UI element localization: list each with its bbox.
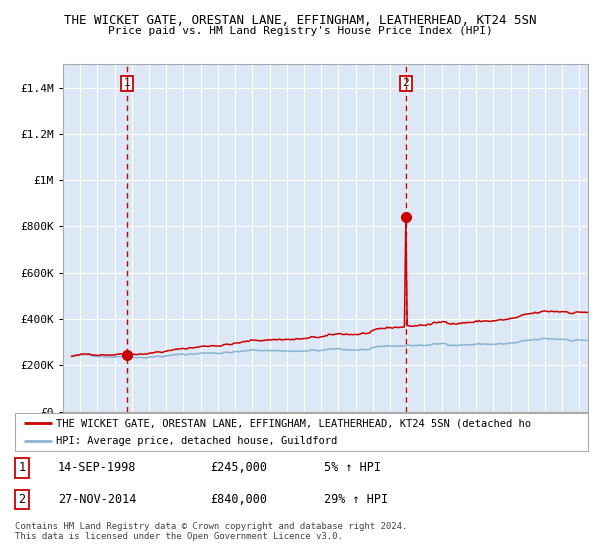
Text: 29% ↑ HPI: 29% ↑ HPI <box>325 493 389 506</box>
Text: £840,000: £840,000 <box>210 493 267 506</box>
Text: Price paid vs. HM Land Registry's House Price Index (HPI): Price paid vs. HM Land Registry's House … <box>107 26 493 36</box>
Text: HPI: Average price, detached house, Guildford: HPI: Average price, detached house, Guil… <box>56 436 338 446</box>
Text: THE WICKET GATE, ORESTAN LANE, EFFINGHAM, LEATHERHEAD, KT24 5SN (detached ho: THE WICKET GATE, ORESTAN LANE, EFFINGHAM… <box>56 418 531 428</box>
Text: 14-SEP-1998: 14-SEP-1998 <box>58 461 136 474</box>
Text: 27-NOV-2014: 27-NOV-2014 <box>58 493 136 506</box>
Text: 2: 2 <box>19 493 25 506</box>
Text: THE WICKET GATE, ORESTAN LANE, EFFINGHAM, LEATHERHEAD, KT24 5SN: THE WICKET GATE, ORESTAN LANE, EFFINGHAM… <box>64 14 536 27</box>
Text: 1: 1 <box>124 78 130 88</box>
Text: 1: 1 <box>19 461 25 474</box>
Text: 2: 2 <box>403 78 409 88</box>
Text: 5% ↑ HPI: 5% ↑ HPI <box>325 461 382 474</box>
Text: Contains HM Land Registry data © Crown copyright and database right 2024.
This d: Contains HM Land Registry data © Crown c… <box>15 522 407 542</box>
Text: £245,000: £245,000 <box>210 461 267 474</box>
